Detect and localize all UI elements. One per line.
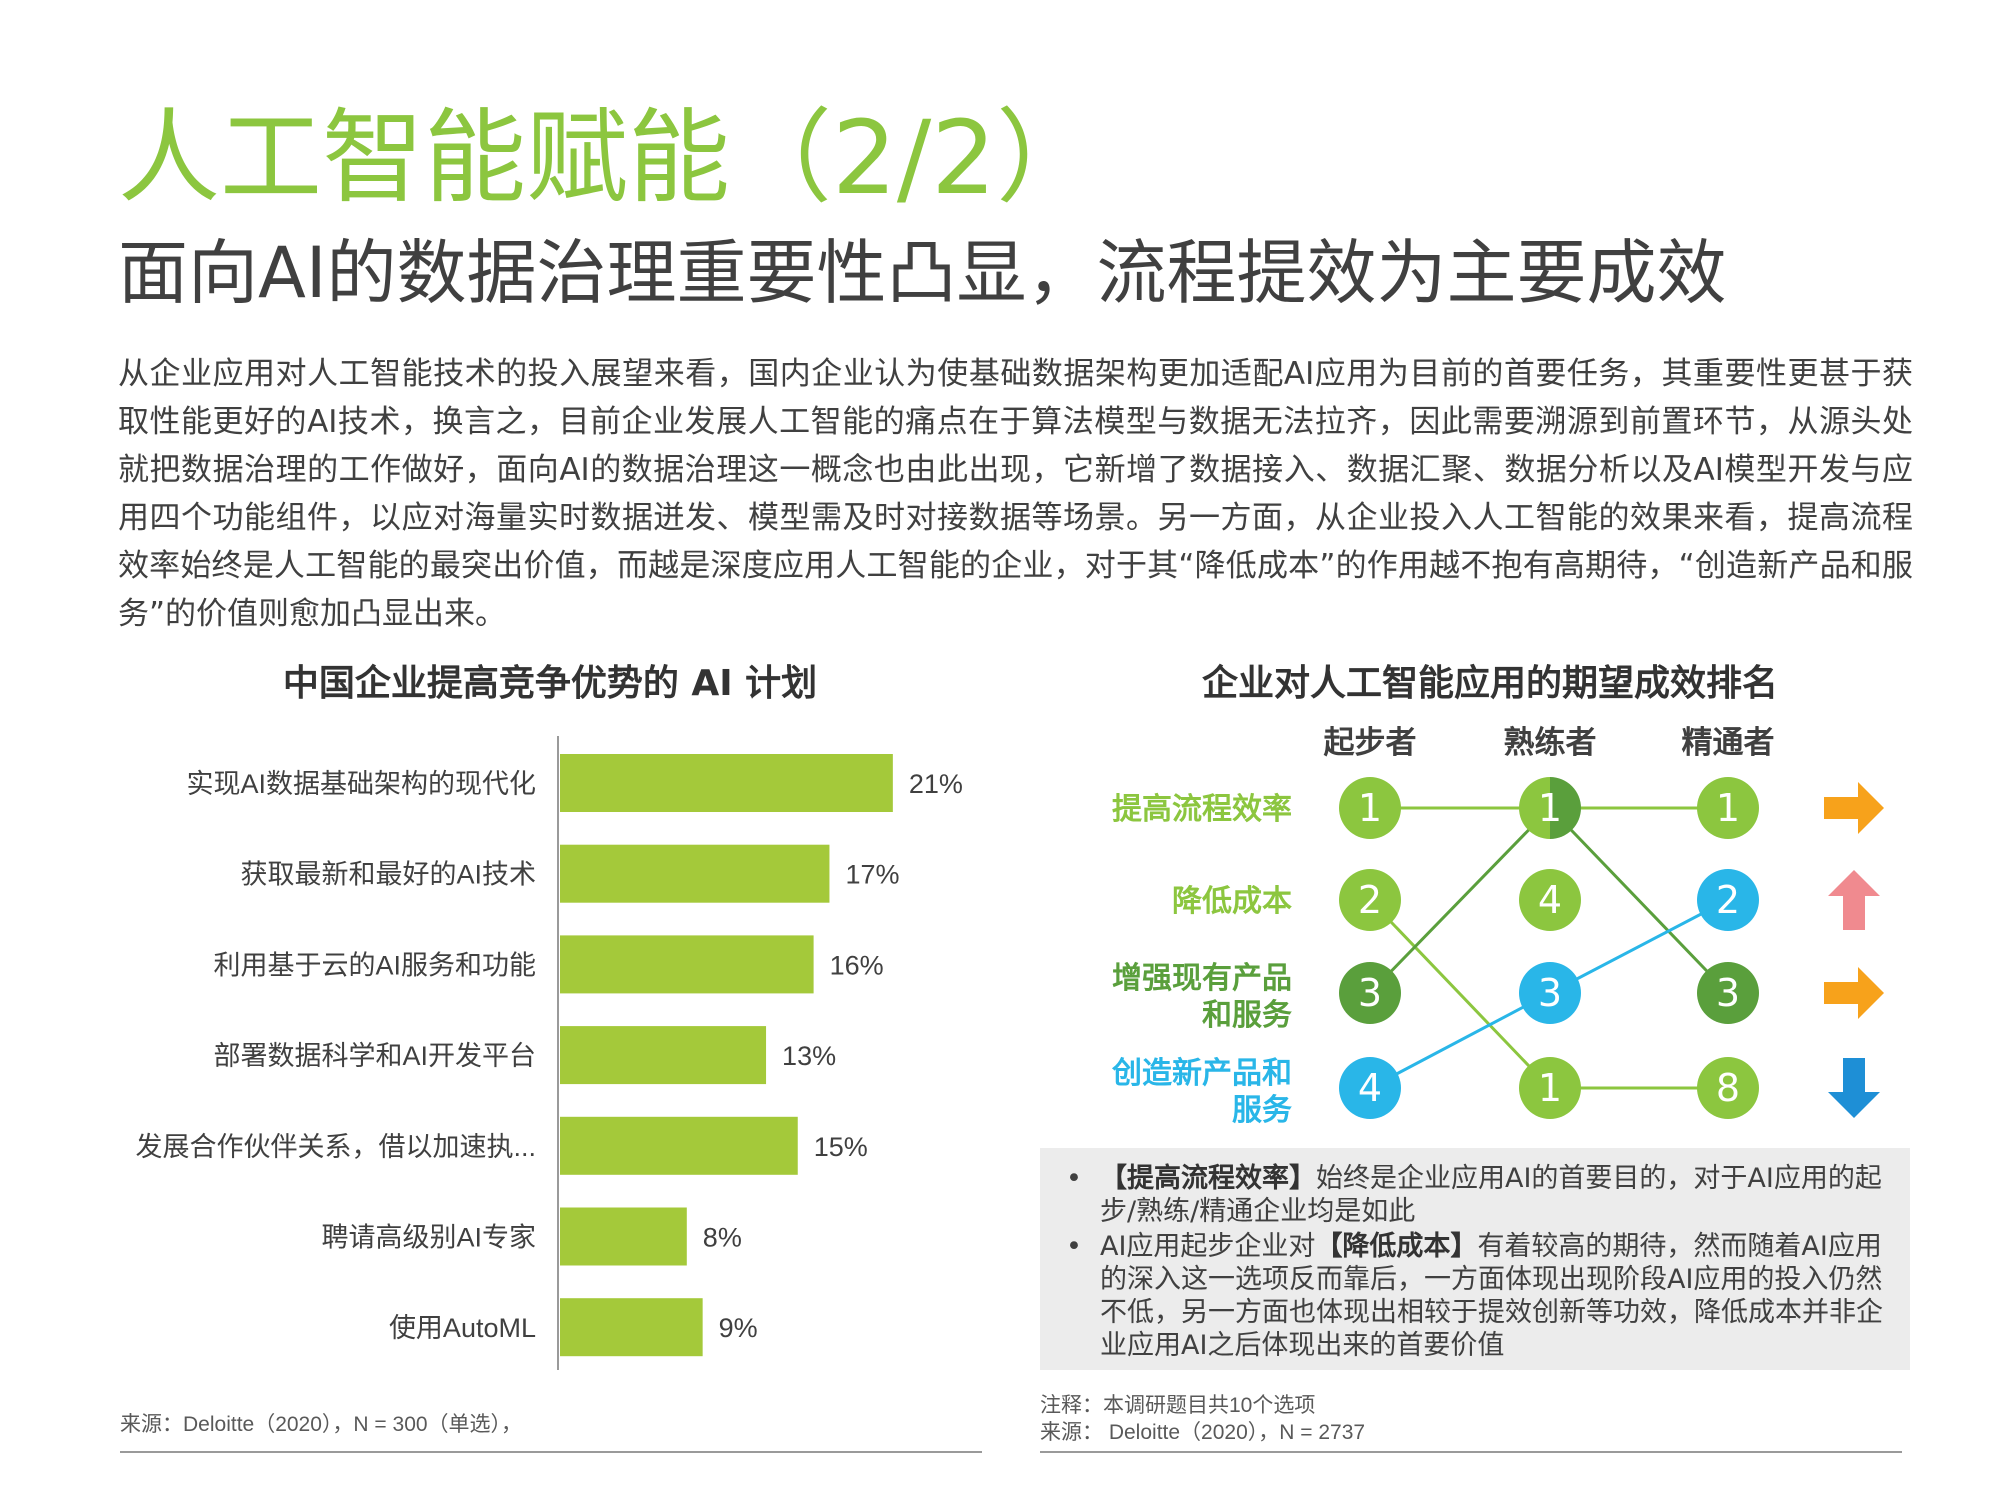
rank-node-number: 1	[1538, 1066, 1562, 1110]
bar	[560, 1116, 798, 1175]
bar-category-label: 聘请高级别AI专家	[321, 1223, 536, 1253]
trend-arrow-up-icon	[1828, 870, 1880, 930]
bar-value-label: 13%	[782, 1041, 836, 1071]
note-highlight: 【降低成本】	[1315, 1231, 1478, 1262]
rank-connector-line	[1368, 806, 1552, 995]
rank-node	[1339, 1057, 1401, 1119]
bar	[560, 935, 814, 994]
rank-node-number: 1	[1358, 786, 1382, 830]
bar	[560, 754, 893, 812]
note-bullet: •	[1066, 1163, 1082, 1194]
note-text: 有着较高的期待，然而随着AI应用的深入这一选项反而靠后，一方面体现出现阶段AI应…	[1100, 1231, 1883, 1361]
rank-chart-title: 企业对人工智能应用的期望成效排名	[1201, 663, 1778, 704]
rank-node	[1697, 962, 1759, 1024]
note-highlight: 【提高流程效率】	[1100, 1163, 1316, 1194]
bar-category-label: 发展合作伙伴关系，借以加速执...	[135, 1132, 536, 1162]
bar-value-label: 16%	[830, 950, 884, 980]
note-bullet: •	[1066, 1231, 1082, 1262]
rank-node-number: 2	[1716, 878, 1740, 922]
rank-node-number: 4	[1358, 1066, 1382, 1110]
note-text: 始终是企业应用AI的首要目的，对于AI应用的起步/熟练/精通企业均是如此	[1100, 1163, 1882, 1227]
rank-node-number: 1	[1716, 786, 1740, 830]
note-item: • AI应用起步企业对【降低成本】有着较高的期待，然而随着AI应用的深入这一选项…	[1058, 1230, 1892, 1362]
rank-node-number: 1	[1538, 786, 1562, 830]
bar-value-label: 21%	[909, 769, 963, 799]
row-label: 增强现有产品	[1112, 961, 1292, 996]
bar-chart-title: 中国企业提高竞争优势的 AI 计划	[282, 663, 818, 704]
rank-connector-line	[1549, 898, 1729, 995]
bar	[560, 1298, 703, 1357]
rank-node	[1519, 1057, 1581, 1119]
bar-category-label: 使用AutoML	[389, 1313, 536, 1343]
bar-category-label: 获取最新和最好的AI技术	[240, 860, 536, 890]
bar-category-label: 利用基于云的AI服务和功能	[213, 950, 536, 980]
rank-node-number: 2	[1358, 878, 1382, 922]
group-label: 精通者	[1682, 725, 1775, 761]
rank-node	[1697, 1057, 1759, 1119]
page-subtitle: 面向AI的数据治理重要性凸显，流程提效为主要成效	[118, 232, 1727, 314]
trend-arrow-down-icon	[1828, 1058, 1880, 1118]
note-item: • 【提高流程效率】始终是企业应用AI的首要目的，对于AI应用的起步/熟练/精通…	[1058, 1162, 1892, 1228]
rank-node-half	[1550, 777, 1581, 839]
divider-left	[120, 1451, 982, 1453]
bar	[560, 1207, 687, 1266]
trend-arrow-right-icon	[1824, 967, 1884, 1019]
divider-right	[1040, 1451, 1902, 1453]
rank-node	[1697, 777, 1759, 839]
rank-node	[1697, 869, 1759, 931]
page-title: 人工智能赋能（2/2）	[118, 99, 1099, 218]
intro-paragraph: 从企业应用对人工智能技术的投入展望来看，国内企业认为使基础数据架构更加适配AI应…	[118, 356, 1913, 632]
row-label: 服务	[1232, 1093, 1292, 1128]
bar-value-label: 15%	[814, 1132, 868, 1162]
rank-node-half	[1519, 777, 1550, 839]
bar-chart: 实现AI数据基础架构的现代化 21% 获取最新和最好的AI技术 17% 利用基于云的AI…	[135, 736, 963, 1370]
bar	[560, 844, 830, 903]
bar	[560, 1026, 767, 1085]
footnote-right: 注释：本调研题目共10个选项	[1040, 1394, 1316, 1417]
rank-node-number: 3	[1716, 971, 1740, 1015]
rank-node-number: 4	[1538, 878, 1562, 922]
rank-node-number: 3	[1538, 971, 1562, 1015]
source-left: 来源：Deloitte（2020），N = 300（单选），	[120, 1413, 523, 1436]
rank-node	[1339, 962, 1401, 1024]
bar-category-label: 部署数据科学和AI开发平台	[213, 1041, 536, 1071]
rank-connector-line	[1548, 806, 1730, 995]
note-prefix: AI应用起步企业对	[1100, 1231, 1316, 1262]
bar-category-label: 实现AI数据基础架构的现代化	[186, 769, 536, 799]
rank-node	[1339, 777, 1401, 839]
rank-node	[1519, 869, 1581, 931]
rank-node	[1339, 869, 1401, 931]
row-label: 创造新产品和	[1111, 1056, 1292, 1091]
bar-value-label: 9%	[719, 1313, 758, 1343]
bar-value-label: 8%	[703, 1223, 742, 1253]
row-label: 降低成本	[1172, 884, 1292, 919]
trend-arrow-right-icon	[1824, 782, 1884, 834]
rank-connector-line	[1368, 898, 1552, 1090]
rank-node-number: 3	[1358, 971, 1382, 1015]
rank-connector-line	[1369, 991, 1551, 1090]
row-label: 和服务	[1202, 998, 1292, 1033]
rank-node	[1519, 962, 1581, 1024]
source-right: 来源： Deloitte（2020），N = 2737	[1040, 1421, 1366, 1444]
bar-value-label: 17%	[845, 860, 899, 890]
group-label: 起步者	[1324, 725, 1417, 761]
notes-box: • 【提高流程效率】始终是企业应用AI的首要目的，对于AI应用的起步/熟练/精通…	[1040, 1148, 1910, 1370]
rank-node-number: 8	[1716, 1066, 1740, 1110]
row-label: 提高流程效率	[1112, 792, 1292, 827]
group-label: 熟练者	[1504, 725, 1597, 761]
